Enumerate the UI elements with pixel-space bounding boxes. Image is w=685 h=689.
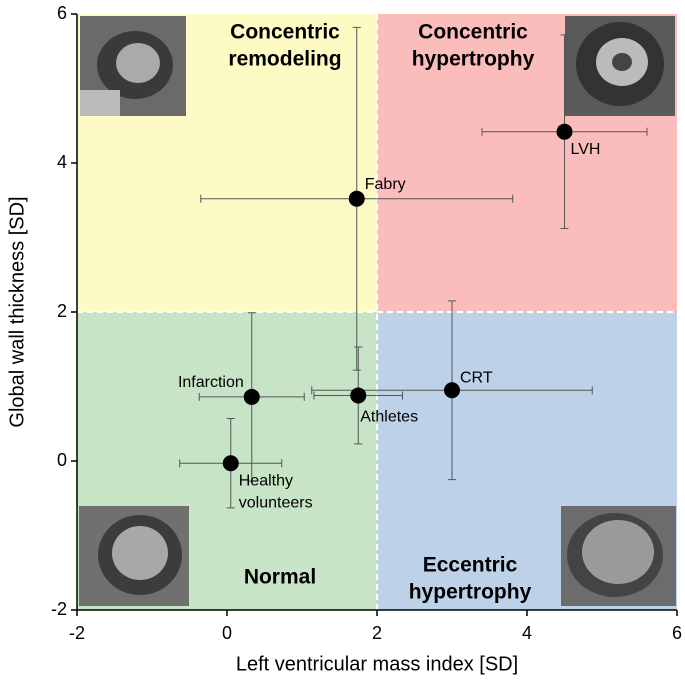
point xyxy=(243,388,260,405)
x-tick-label: 4 xyxy=(522,623,532,643)
quadrant-label: Concentric xyxy=(418,21,528,44)
y-tick-label: 6 xyxy=(57,3,67,23)
mri-thumbnail xyxy=(561,506,676,606)
quadrant-label: Concentric xyxy=(230,21,340,44)
x-axis-title: Left ventricular mass index [SD] xyxy=(236,653,518,675)
mri-thumbnail xyxy=(80,16,186,116)
point-label: Fabry xyxy=(365,176,406,193)
quadrant-label: Eccentric xyxy=(423,554,518,577)
point xyxy=(350,387,367,404)
quadrant-label: remodeling xyxy=(228,48,341,71)
y-tick-label: 0 xyxy=(57,450,67,470)
point-label: Infarction xyxy=(178,374,244,391)
mri-thumbnail xyxy=(79,506,189,606)
quadrant-label: Normal xyxy=(244,566,316,589)
point-label: CRT xyxy=(460,369,493,386)
point xyxy=(556,123,573,140)
x-tick-label: 6 xyxy=(672,623,682,643)
point-label: LVH xyxy=(571,141,601,158)
point xyxy=(222,455,239,472)
x-tick-label: -2 xyxy=(69,623,85,643)
mri-thumbnail xyxy=(565,16,675,116)
point-label: volunteers xyxy=(239,494,313,511)
point xyxy=(348,190,365,207)
y-tick-label: 4 xyxy=(57,152,67,172)
point xyxy=(444,382,460,399)
mri-thumbnails xyxy=(79,16,676,606)
point-label: Healthy xyxy=(239,472,293,489)
y-tick-label: -2 xyxy=(51,599,67,619)
x-tick-label: 0 xyxy=(222,623,232,643)
y-tick-label: 2 xyxy=(57,301,67,321)
y-axis-title: Global wall thickness [SD] xyxy=(6,196,28,427)
point-label: Athletes xyxy=(360,409,418,426)
quadrant-label: hypertrophy xyxy=(409,581,532,604)
quadrant-label: hypertrophy xyxy=(412,48,535,71)
x-tick-label: 2 xyxy=(372,623,382,643)
plot-layer xyxy=(71,13,678,616)
